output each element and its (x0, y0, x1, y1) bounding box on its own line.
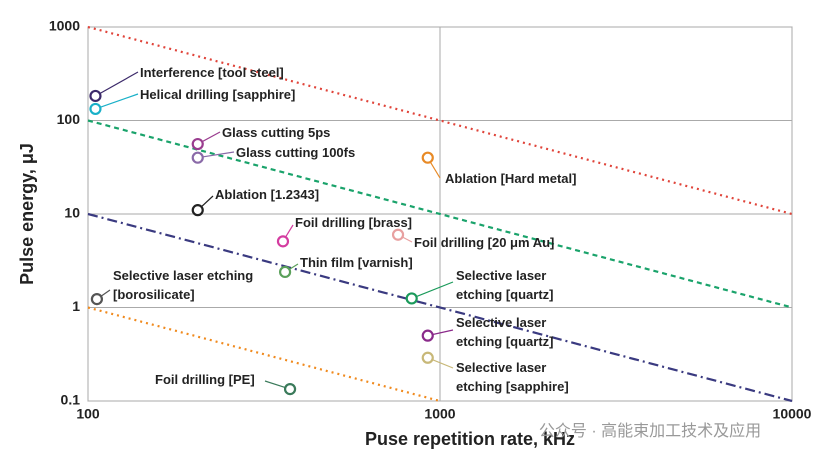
reference-line (87, 212, 793, 403)
data-point (283, 383, 297, 396)
reference-line (87, 25, 793, 216)
leader-line (95, 71, 139, 97)
y-tick-label: 10 (64, 205, 80, 221)
point-label: Thin film [varnish] (300, 255, 413, 270)
reference-line (87, 119, 793, 309)
x-tick-label: 1000 (424, 406, 455, 422)
data-point (391, 228, 405, 241)
data-point (421, 351, 434, 364)
leader-line (95, 93, 139, 110)
y-tick-label: 1000 (49, 18, 80, 34)
point-label: Helical drilling [sapphire] (140, 87, 296, 102)
data-point (191, 204, 204, 217)
data-point (89, 102, 102, 116)
data-point (191, 151, 204, 164)
data-point (276, 235, 290, 248)
data-point (191, 137, 204, 151)
point-label: Selective laser etching [quartz] (456, 268, 554, 302)
point-label: Selective laser etching [quartz] (456, 315, 554, 349)
point-label: Foil drilling [20 μm Au] (414, 235, 555, 250)
data-point (278, 265, 292, 279)
y-tick-label: 0.1 (61, 392, 81, 408)
x-tick-label: 100 (76, 406, 100, 422)
y-tick-label: 1 (72, 298, 80, 314)
reference-line (87, 306, 441, 403)
data-point (89, 89, 102, 103)
leader-line (197, 151, 235, 159)
data-point (421, 151, 434, 164)
watermark: 公众号 · 高能束加工技术及应用 (539, 421, 761, 440)
data-point (421, 329, 434, 342)
point-label: Glass cutting 100fs (236, 145, 356, 160)
point-label: Interference [tool steel] (140, 65, 284, 80)
leader-line (411, 281, 454, 299)
point-label: Ablation [1.2343] (215, 187, 320, 202)
point-label: Ablation [Hard metal] (445, 171, 577, 186)
data-point (405, 292, 418, 305)
point-label: Glass cutting 5ps (222, 125, 331, 140)
y-tick-label: 100 (57, 111, 81, 127)
point-label: Foil drilling [brass] (295, 215, 413, 230)
point-label: Selective laser etching [sapphire] (456, 360, 569, 394)
data-point (90, 292, 104, 306)
point-label: Foil drilling [PE] (155, 372, 255, 387)
x-tick-label: 10000 (773, 406, 812, 422)
point-label: Selective laser etching [borosilicate] (113, 268, 254, 302)
x-axis-title: Puse repetition rate, kHz (365, 429, 575, 449)
y-axis-title: Pulse energy, μJ (17, 143, 37, 285)
